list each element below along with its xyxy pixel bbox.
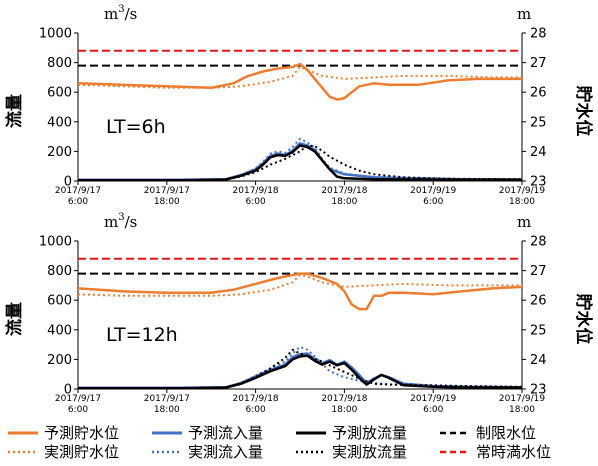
x-tick-time: 18:00: [154, 405, 180, 415]
left-tick-label: 1000: [39, 235, 72, 250]
x-tick-date: 2017/9/19: [410, 186, 456, 196]
left-axis-label: 流量: [4, 302, 25, 336]
right-tick-label: 28: [530, 235, 547, 250]
left-tick-label: 800: [47, 56, 72, 71]
left-tick-label: 600: [47, 294, 72, 309]
series-line-6: [78, 144, 522, 182]
series-line-6: [78, 354, 522, 390]
x-tick-time: 18:00: [331, 197, 357, 207]
x-tick-time: 6:00: [245, 405, 265, 415]
legend-label: 実測放流量: [332, 443, 407, 461]
legend-item: 予測貯水位: [8, 424, 119, 442]
left-tick-label: 200: [47, 145, 72, 160]
legend-item: 常時満水位: [440, 443, 551, 461]
legend-label: 実測貯水位: [44, 443, 119, 461]
right-tick-label: 25: [530, 323, 547, 338]
x-tick-date: 2017/9/18: [321, 186, 367, 196]
right-tick-label: 23: [530, 175, 547, 190]
x-tick-time: 6:00: [68, 405, 88, 415]
legend-item: 実測流入量: [152, 443, 263, 461]
legend-item: 予測放流量: [296, 424, 407, 442]
left-tick-label: 400: [47, 115, 72, 130]
right-tick-label: 24: [530, 145, 547, 160]
x-tick-date: 2017/9/18: [233, 394, 279, 404]
x-tick-date: 2017/9/17: [144, 186, 190, 196]
lead-time-annotation: LT=6h: [106, 116, 166, 138]
right-tick-label: 27: [530, 264, 547, 279]
left-tick-label: 800: [47, 264, 72, 279]
x-tick-time: 6:00: [423, 197, 443, 207]
legend-item: 実測放流量: [296, 443, 407, 461]
chart-panel-0: 020040060080010002324252627282017/9/176:…: [4, 4, 594, 207]
right-tick-label: 27: [530, 56, 547, 71]
x-tick-time: 6:00: [68, 197, 88, 207]
left-tick-label: 200: [47, 353, 72, 368]
x-tick-time: 18:00: [154, 197, 180, 207]
x-tick-date: 2017/9/19: [499, 394, 545, 404]
x-tick-date: 2017/9/17: [55, 186, 101, 196]
legend-label: 予測流入量: [188, 424, 263, 442]
right-tick-label: 26: [530, 86, 547, 101]
left-tick-label: 600: [47, 86, 72, 101]
chart-panel-1: 020040060080010002324252627282017/9/176:…: [4, 212, 594, 415]
x-tick-date: 2017/9/19: [499, 186, 545, 196]
legend-item: 予測流入量: [152, 424, 263, 442]
legend-item: 制限水位: [440, 424, 536, 442]
legend-label: 予測放流量: [332, 424, 407, 442]
right-axis-label: 貯水位: [573, 294, 594, 345]
legend-label: 制限水位: [476, 424, 536, 442]
legend-item: 実測貯水位: [8, 443, 119, 461]
right-tick-label: 26: [530, 294, 547, 309]
right-tick-label: 28: [530, 27, 547, 42]
left-tick-label: 1000: [39, 27, 72, 42]
right-unit-label: m: [517, 213, 531, 231]
series-line-3: [77, 272, 523, 311]
x-tick-time: 18:00: [509, 197, 535, 207]
x-tick-time: 18:00: [509, 405, 535, 415]
series-line-7: [78, 144, 523, 182]
series-line-2: [77, 274, 522, 297]
right-tick-label: 24: [530, 353, 547, 368]
left-tick-label: 400: [47, 323, 72, 338]
series-line-4: [78, 142, 523, 182]
legend-label: 予測貯水位: [44, 424, 119, 442]
legend-label: 実測流入量: [188, 443, 263, 461]
x-tick-date: 2017/9/18: [233, 186, 279, 196]
left-tick-label: 0: [64, 383, 72, 398]
right-unit-label: m: [517, 5, 531, 23]
x-tick-date: 2017/9/18: [321, 394, 367, 404]
x-tick-date: 2017/9/17: [55, 394, 101, 404]
right-tick-label: 25: [530, 115, 547, 130]
left-unit-label: m3/s: [104, 4, 137, 23]
x-tick-date: 2017/9/17: [144, 394, 190, 404]
right-axis-label: 貯水位: [573, 86, 594, 137]
left-tick-label: 0: [64, 175, 72, 190]
x-tick-date: 2017/9/19: [410, 394, 456, 404]
x-tick-time: 18:00: [331, 405, 357, 415]
x-tick-time: 6:00: [423, 405, 443, 415]
series-line-4: [78, 352, 523, 390]
x-tick-time: 6:00: [245, 197, 265, 207]
legend-label: 常時満水位: [476, 443, 551, 461]
right-tick-label: 23: [530, 383, 547, 398]
lead-time-annotation: LT=12h: [106, 324, 178, 346]
series-line-3: [77, 62, 522, 101]
left-axis-label: 流量: [4, 94, 25, 128]
left-unit-label: m3/s: [104, 212, 137, 231]
